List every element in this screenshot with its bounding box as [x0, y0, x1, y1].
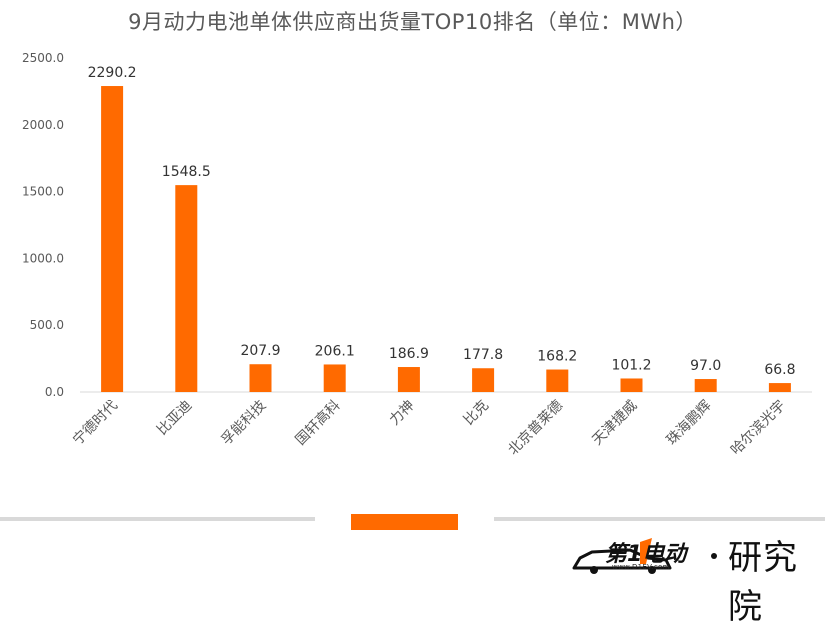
bar: [249, 364, 272, 392]
bar: [323, 364, 346, 392]
x-tick-label: 力神: [387, 398, 418, 429]
brand-url: www.D1EV.com: [612, 563, 670, 571]
data-label: 186.9: [389, 346, 429, 362]
data-label: 177.8: [463, 347, 503, 363]
bar: [101, 86, 124, 392]
x-tick-label: 孚能科技: [218, 398, 269, 449]
data-label: 168.2: [537, 349, 577, 365]
d1ev-logo: [572, 538, 717, 574]
y-tick-label: 0.0: [45, 385, 64, 399]
y-tick-label: 500.0: [30, 318, 64, 332]
bar: [472, 368, 495, 392]
bar: [546, 369, 569, 392]
x-tick-label: 宁德时代: [69, 397, 121, 449]
x-tick-label: 哈尔滨光宇: [728, 398, 789, 459]
data-label: 206.1: [315, 343, 355, 359]
bar: [768, 383, 791, 392]
data-label: 101.2: [611, 357, 651, 373]
x-tick-label: 比亚迪: [154, 398, 195, 439]
bar: [397, 367, 420, 392]
data-label: 66.8: [764, 362, 795, 378]
bar-chart: 0.0 500.0 1000.0 1500.0 2000.0 2500.0 2290.2 宁德…: [22, 51, 812, 459]
x-tick-label: 比克: [461, 398, 492, 429]
data-label: 2290.2: [88, 65, 137, 81]
x-tick-label: 珠海鹏辉: [664, 398, 715, 449]
y-tick-label: 2000.0: [22, 118, 64, 132]
legend-divider-left: [0, 517, 315, 521]
x-tick-label: 天津捷威: [589, 398, 640, 449]
legend-swatch: [351, 514, 458, 530]
y-tick-label: 1500.0: [22, 185, 64, 199]
bar: [694, 379, 717, 392]
x-tick-label: 国轩高科: [292, 397, 344, 449]
y-tick-label: 2500.0: [22, 51, 64, 65]
x-tick-label: 北京普莱德: [505, 398, 566, 459]
chart-title: 9月动力电池单体供应商出货量TOP10排名（单位：MWh）: [128, 10, 697, 34]
data-label: 1548.5: [162, 164, 211, 180]
brand-logo-text: 第1电动: [605, 542, 687, 567]
legend-divider-right: [494, 517, 825, 521]
bar: [175, 185, 198, 392]
data-label: 207.9: [240, 343, 280, 359]
data-label: 97.0: [690, 358, 721, 374]
bar: [620, 378, 643, 392]
brand-text: 研究院: [728, 538, 798, 627]
y-tick-label: 1000.0: [22, 251, 64, 265]
